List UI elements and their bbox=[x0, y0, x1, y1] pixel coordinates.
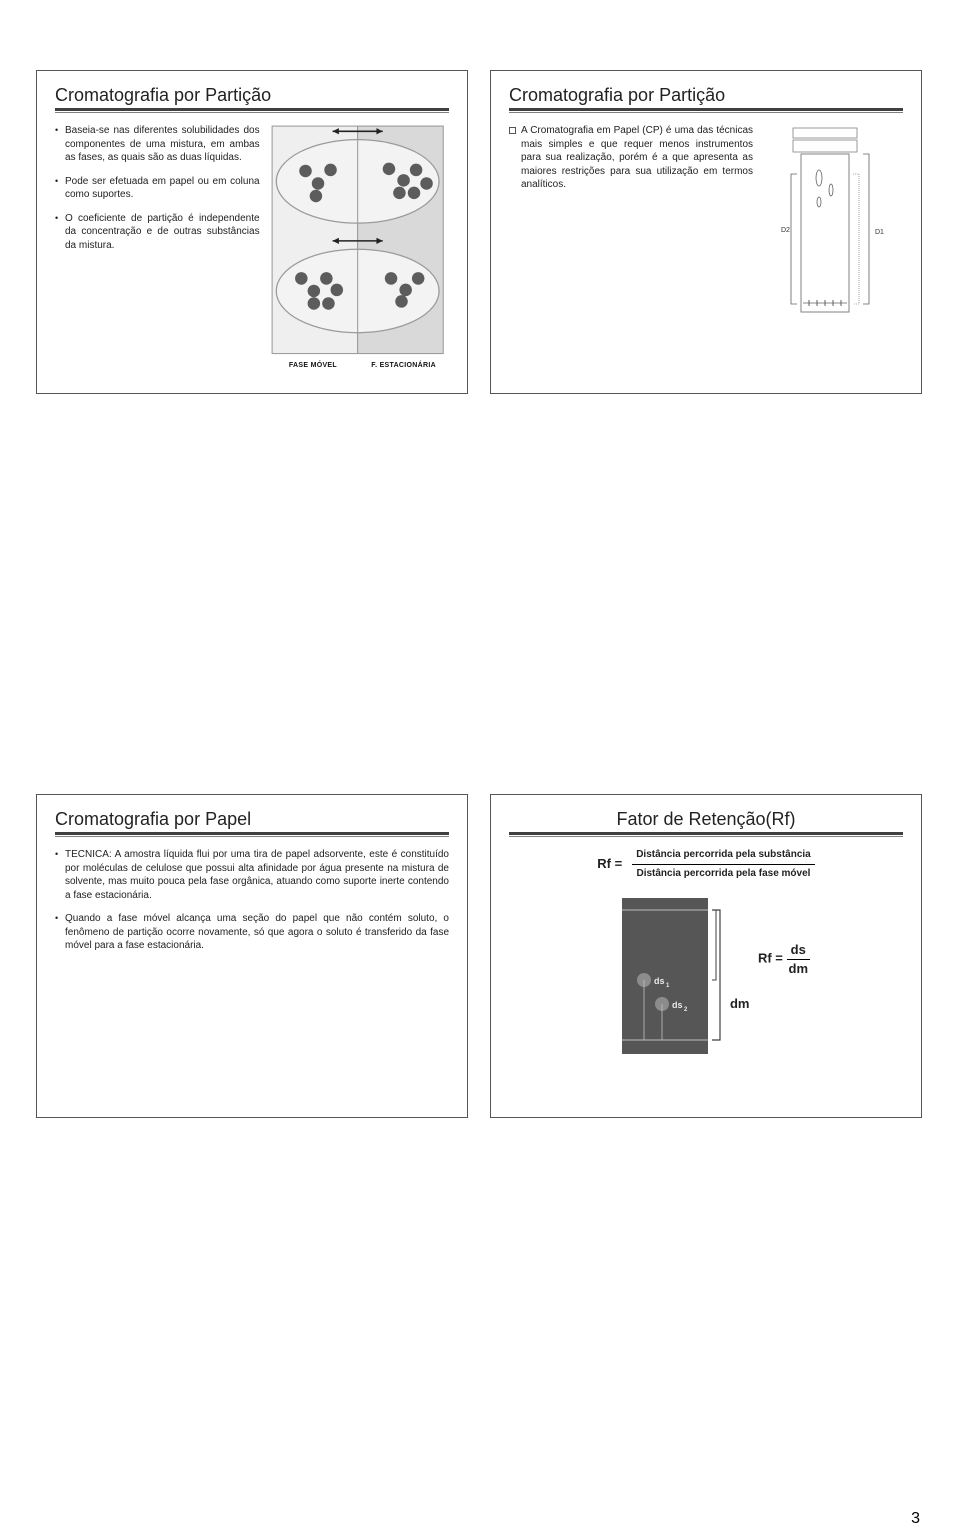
slide-particao-1: Cromatografia por Partição Baseia-se nas… bbox=[36, 70, 468, 394]
slide-papel: Cromatografia por Papel TECNICA: A amost… bbox=[36, 794, 468, 1118]
title-underline bbox=[509, 832, 903, 838]
slide-title: Cromatografia por Partição bbox=[55, 85, 449, 106]
bullet-item: TECNICA: A amostra líquida flui por uma … bbox=[55, 848, 449, 902]
page-number: 3 bbox=[911, 1510, 920, 1528]
caption-fase-movel: FASE MÓVEL bbox=[268, 361, 359, 370]
title-underline bbox=[509, 108, 903, 114]
slides-row-1: Cromatografia por Partição Baseia-se nas… bbox=[0, 70, 960, 394]
slide-rf: Fator de Retenção(Rf) Rf = Distância per… bbox=[490, 794, 922, 1118]
rf-side-formula: Rf = ds dm dm bbox=[758, 941, 810, 1013]
bullet-item: O coeficiente de partição é independente… bbox=[55, 212, 260, 253]
bullet-item: Quando a fase móvel alcança uma seção do… bbox=[55, 912, 449, 953]
rf-formula: Rf = Distância percorrida pela substânci… bbox=[509, 848, 903, 880]
dm-label: dm bbox=[730, 995, 810, 1013]
slides-row-2: Cromatografia por Papel TECNICA: A amost… bbox=[0, 794, 960, 1118]
caption-fase-estacionaria: F. ESTACIONÁRIA bbox=[358, 361, 449, 370]
svg-text:D1: D1 bbox=[875, 229, 884, 236]
bullet-item: A Cromatografia em Papel (CP) é uma das … bbox=[509, 124, 753, 192]
slide-title: Cromatografia por Partição bbox=[509, 85, 903, 106]
bullet-list: Baseia-se nas diferentes solubilidades d… bbox=[55, 124, 260, 252]
title-underline bbox=[55, 108, 449, 114]
bullet-item: Baseia-se nas diferentes solubilidades d… bbox=[55, 124, 260, 165]
rf-side-num: ds bbox=[787, 941, 811, 960]
tlc-plate-diagram: ds1ds2 bbox=[602, 892, 742, 1062]
bullet-list: TECNICA: A amostra líquida flui por uma … bbox=[55, 848, 449, 953]
svg-text:ds: ds bbox=[654, 976, 665, 986]
rf-lhs: Rf = bbox=[597, 855, 622, 873]
slide-title: Cromatografia por Papel bbox=[55, 809, 449, 830]
partition-diagram: FASE MÓVEL F. ESTACIONÁRIA bbox=[268, 124, 449, 369]
slide-particao-2: Cromatografia por Partição A Cromatograf… bbox=[490, 70, 922, 394]
svg-text:D2: D2 bbox=[781, 227, 790, 234]
rf-side-den: dm bbox=[787, 960, 811, 978]
bullet-item: Pode ser efetuada em papel ou em coluna … bbox=[55, 175, 260, 202]
slide-title: Fator de Retenção(Rf) bbox=[509, 809, 903, 830]
rf-numerator: Distância percorrida pela substância bbox=[632, 848, 815, 865]
title-underline bbox=[55, 832, 449, 838]
rf-side-lhs: Rf = bbox=[758, 951, 783, 966]
rf-denominator: Distância percorrida pela fase móvel bbox=[632, 865, 815, 881]
bullet-list: A Cromatografia em Papel (CP) é uma das … bbox=[509, 124, 753, 192]
svg-text:ds: ds bbox=[672, 1000, 683, 1010]
paper-strip-diagram: D1 D2 bbox=[763, 124, 903, 334]
